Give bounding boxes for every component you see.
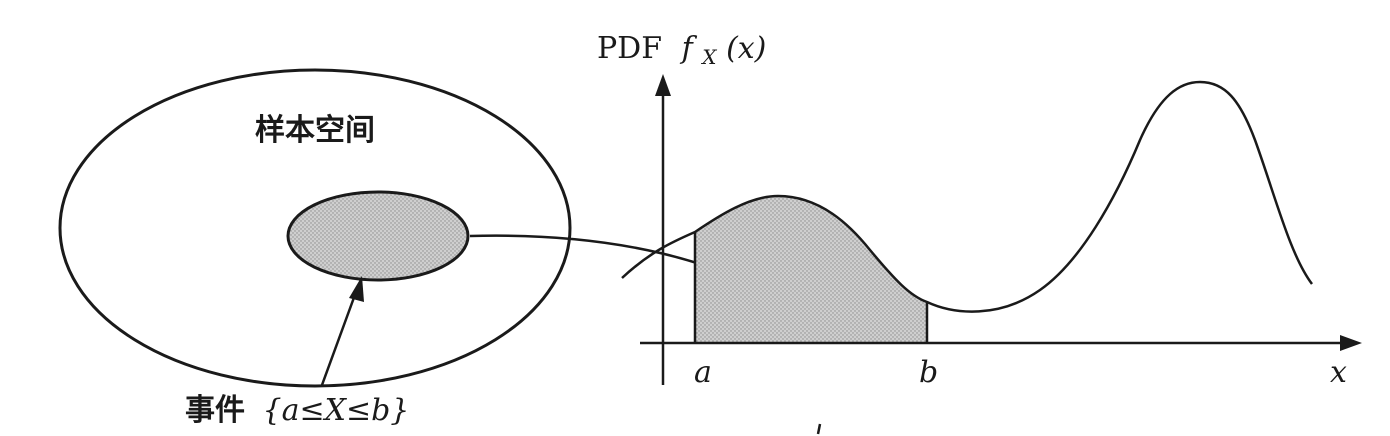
y-axis-arrowhead: [655, 74, 671, 96]
event-label-expr: {a≤X≤b}: [263, 393, 410, 428]
event-label: 事件 {a≤X≤b}: [185, 393, 409, 428]
x-axis-arrowhead: [1340, 335, 1362, 351]
x-axis-label: x: [1330, 355, 1347, 390]
y-axis-label-sub: X: [700, 45, 717, 69]
pdf-curve: [621, 80, 1313, 313]
event-pointer-line: [320, 291, 358, 386]
interval-start-label: a: [694, 355, 712, 390]
scan-mark: [816, 423, 822, 435]
interval-end-label: b: [919, 355, 938, 390]
event-ellipse: [286, 190, 470, 282]
y-axis-label: PDF f X (x): [597, 31, 766, 72]
event-label-prefix: 事件: [185, 393, 245, 428]
y-axis-label-func: f: [680, 31, 698, 66]
probability-area: [695, 196, 927, 343]
y-axis-label-text: PDF: [597, 31, 662, 66]
sample-space-label: 样本空间: [255, 113, 375, 148]
y-axis-label-arg: (x): [726, 31, 766, 66]
sample-space-ellipse: [58, 68, 572, 388]
event-pointer-arrowhead: [349, 276, 364, 302]
